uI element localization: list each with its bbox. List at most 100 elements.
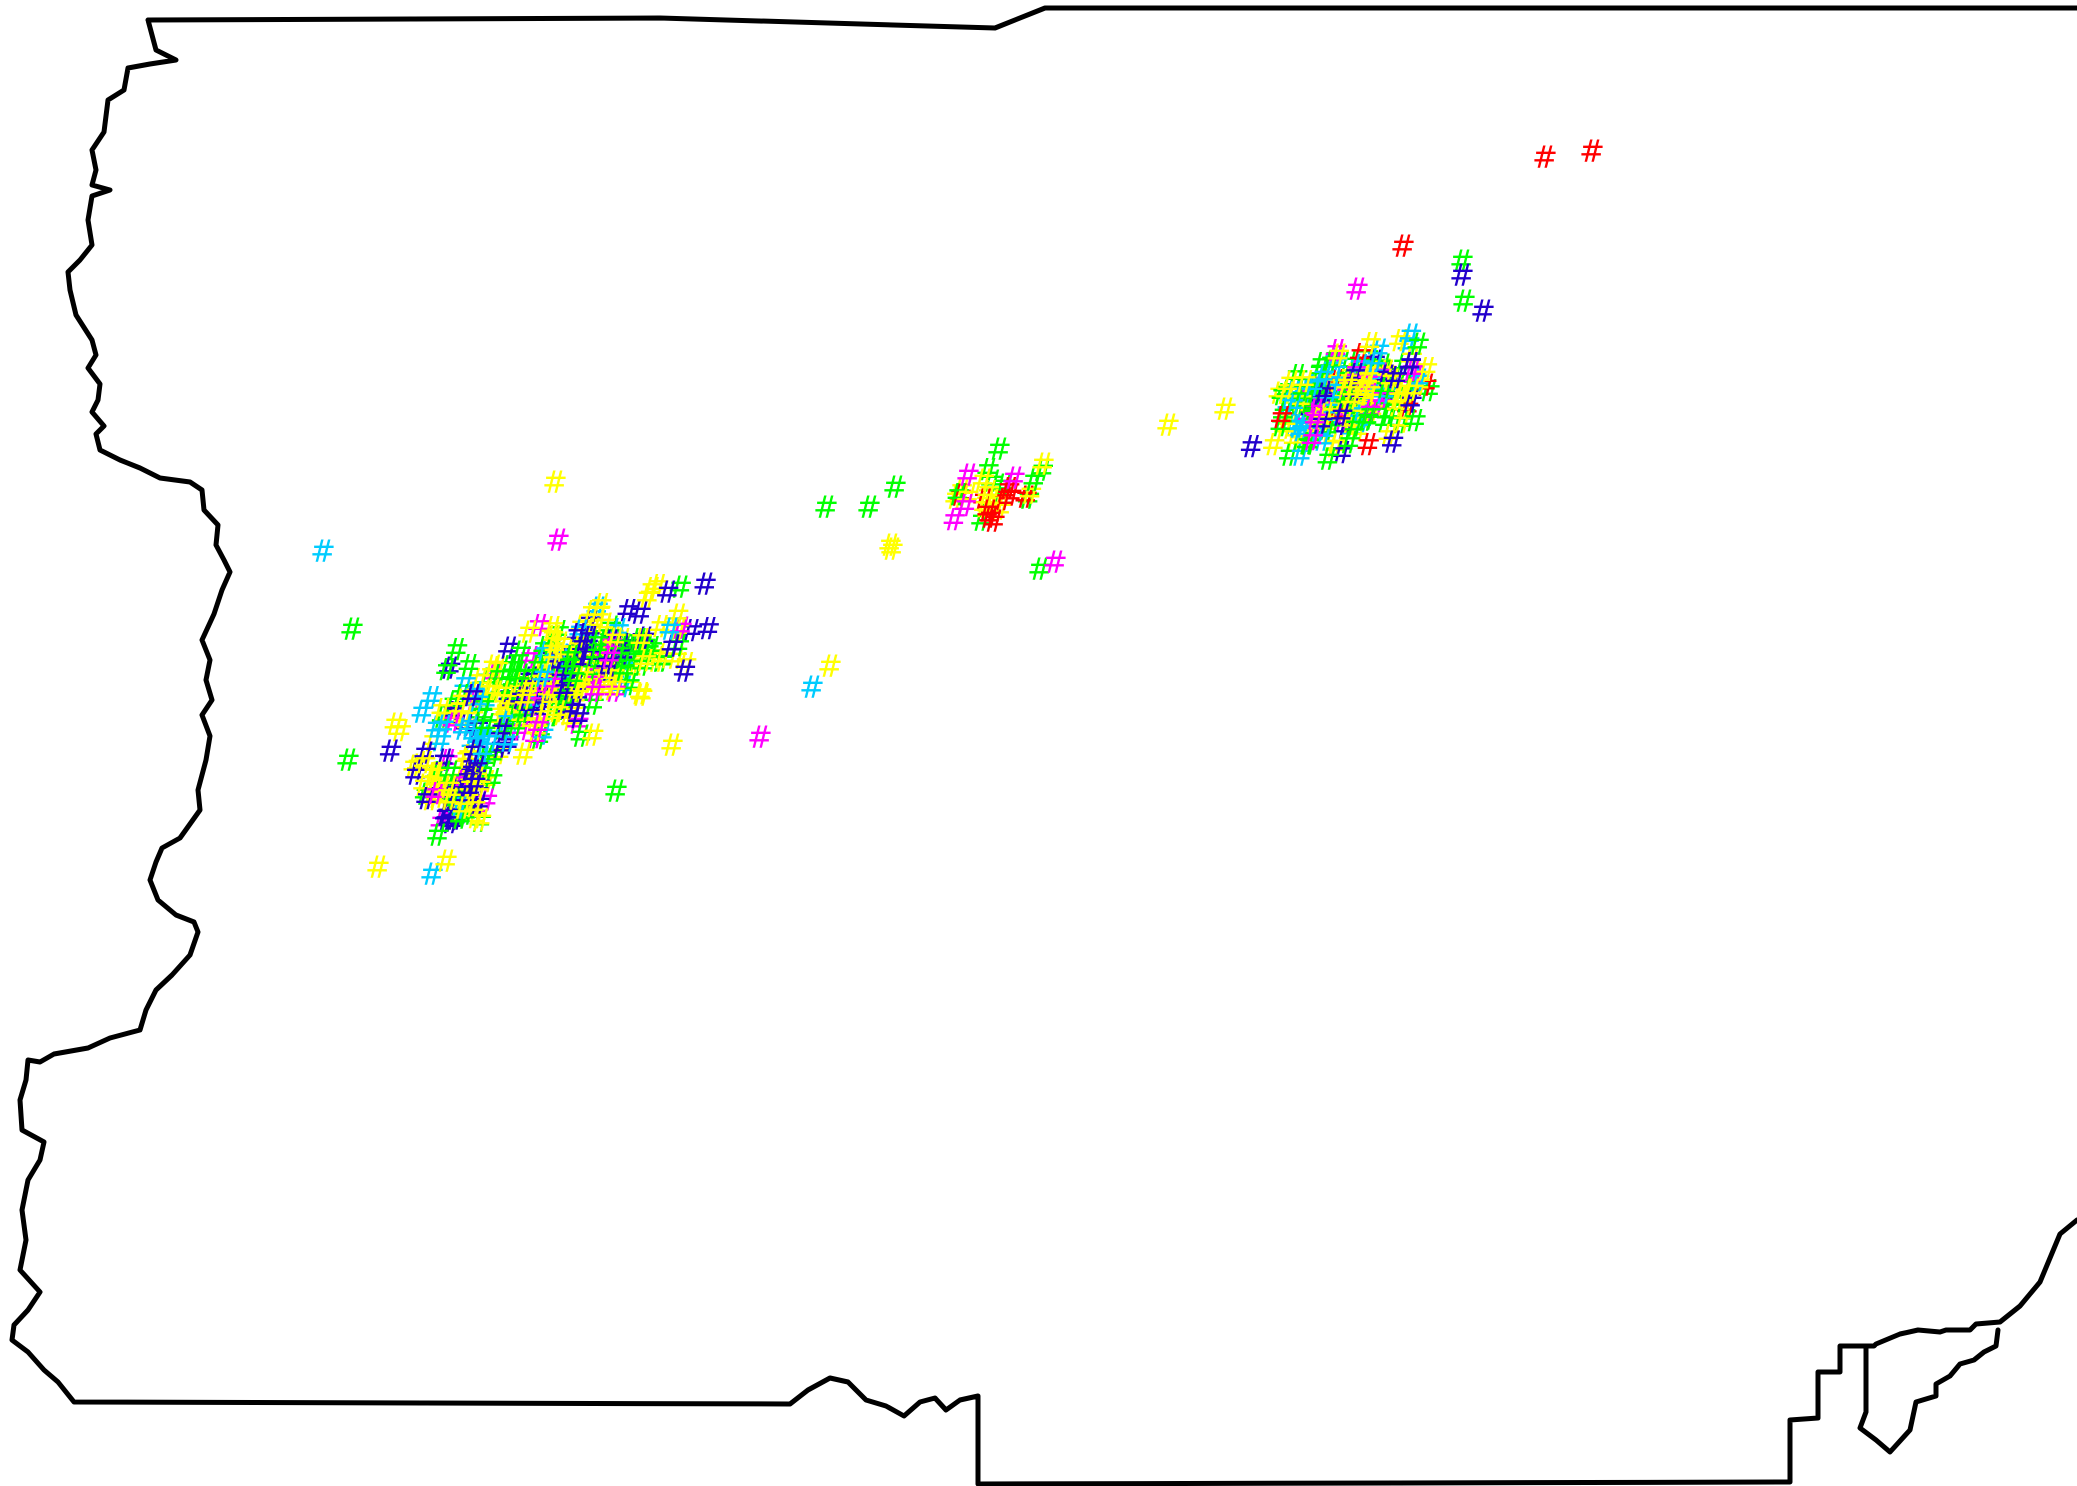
map-marker-green: # <box>448 679 474 715</box>
map-marker-green: # <box>568 719 594 755</box>
map-marker-cyan: # <box>1321 397 1347 433</box>
map-marker-cyan: # <box>1275 387 1301 423</box>
map-marker-yellow: # <box>451 701 477 737</box>
map-marker-cyan: # <box>567 614 593 650</box>
map-marker-green: # <box>448 801 474 837</box>
map-marker-yellow: # <box>955 479 981 515</box>
map-marker-blue: # <box>579 669 605 705</box>
map-marker-yellow: # <box>515 680 541 716</box>
map-marker-magenta: # <box>955 458 981 494</box>
map-marker-blue: # <box>576 636 602 672</box>
map-marker-yellow: # <box>1398 341 1424 377</box>
map-marker-cyan: # <box>584 591 610 627</box>
map-marker-cyan: # <box>1349 405 1375 441</box>
map-marker-yellow: # <box>1314 381 1340 417</box>
map-marker-magenta: # <box>1357 394 1383 430</box>
map-marker-yellow: # <box>663 641 689 677</box>
map-marker-yellow: # <box>476 674 502 710</box>
map-marker-blue: # <box>631 621 657 657</box>
map-marker-magenta: # <box>545 523 571 559</box>
map-marker-yellow: # <box>583 669 609 705</box>
map-marker-yellow: # <box>628 677 654 713</box>
map-marker-yellow: # <box>624 646 650 682</box>
map-marker-cyan: # <box>527 684 553 720</box>
map-marker-blue: # <box>1470 294 1496 330</box>
map-marker-yellow: # <box>1387 323 1413 359</box>
map-marker-yellow: # <box>975 474 1001 510</box>
map-marker-blue: # <box>547 657 573 693</box>
map-marker-green: # <box>556 681 582 717</box>
map-marker-yellow: # <box>420 723 446 759</box>
map-marker-yellow: # <box>490 688 516 724</box>
map-marker-cyan: # <box>472 724 498 760</box>
map-marker-blue: # <box>576 620 602 656</box>
map-marker-green: # <box>945 477 971 513</box>
map-marker-cyan: # <box>419 857 445 893</box>
map-marker-yellow: # <box>540 672 566 708</box>
map-marker-yellow: # <box>645 644 671 680</box>
map-marker-yellow: # <box>609 622 635 658</box>
map-marker-green: # <box>490 712 516 748</box>
map-marker-yellow: # <box>457 759 483 795</box>
map-marker-cyan: # <box>1347 348 1373 384</box>
map-marker-green: # <box>1327 381 1353 417</box>
map-marker-yellow: # <box>448 794 474 830</box>
map-marker-blue: # <box>530 669 556 705</box>
map-marker-green: # <box>1318 345 1344 381</box>
map-marker-yellow: # <box>1370 353 1396 389</box>
map-marker-green: # <box>584 637 610 673</box>
map-marker-blue: # <box>576 638 602 674</box>
map-marker-yellow: # <box>1373 354 1399 390</box>
map-marker-green: # <box>1016 481 1042 517</box>
map-marker-green: # <box>558 639 584 675</box>
map-marker-magenta: # <box>1323 334 1349 370</box>
map-marker-blue: # <box>529 687 555 723</box>
map-marker-green: # <box>550 664 576 700</box>
map-marker-cyan: # <box>424 710 450 746</box>
map-marker-green: # <box>1304 397 1330 433</box>
map-marker-yellow: # <box>436 770 462 806</box>
map-marker-cyan: # <box>451 712 477 748</box>
map-marker-blue: # <box>1333 411 1359 447</box>
map-marker-green: # <box>1269 377 1295 413</box>
map-marker-yellow: # <box>579 666 605 702</box>
map-marker-red: # <box>1323 363 1349 399</box>
map-marker-cyan: # <box>310 534 336 570</box>
map-marker-blue: # <box>434 775 460 811</box>
map-marker-cyan: # <box>1281 388 1307 424</box>
map-marker-blue: # <box>695 612 721 648</box>
map-marker-red: # <box>981 504 1007 540</box>
map-marker-green: # <box>610 628 636 664</box>
map-marker-yellow: # <box>456 788 482 824</box>
map-marker-green: # <box>505 687 531 723</box>
map-marker-blue: # <box>1308 406 1334 442</box>
map-marker-yellow: # <box>1339 382 1365 418</box>
map-marker-blue: # <box>464 750 490 786</box>
map-marker-red: # <box>1395 391 1421 427</box>
map-marker-green: # <box>1286 386 1312 422</box>
map-marker-blue: # <box>495 727 521 763</box>
map-marker-magenta: # <box>1299 423 1325 459</box>
map-marker-cyan: # <box>1322 343 1348 379</box>
map-marker-yellow: # <box>567 671 593 707</box>
map-marker-green: # <box>1274 374 1300 410</box>
map-marker-yellow: # <box>487 737 513 773</box>
map-marker-yellow: # <box>521 705 547 741</box>
map-marker-blue: # <box>452 708 478 744</box>
map-marker-blue: # <box>562 669 588 705</box>
map-marker-green: # <box>550 683 576 719</box>
map-marker-green: # <box>1289 382 1315 418</box>
map-marker-yellow: # <box>1364 376 1390 412</box>
map-marker-green: # <box>508 658 534 694</box>
map-marker-green: # <box>474 662 500 698</box>
map-marker-magenta: # <box>1295 399 1321 435</box>
map-marker-green: # <box>539 698 565 734</box>
map-marker-cyan: # <box>1299 376 1325 412</box>
map-marker-yellow: # <box>579 642 605 678</box>
map-marker-yellow: # <box>611 636 637 672</box>
map-marker-magenta: # <box>509 688 535 724</box>
map-marker-cyan: # <box>1365 353 1391 389</box>
map-marker-blue: # <box>538 633 564 669</box>
map-marker-cyan: # <box>452 665 478 701</box>
map-marker-cyan: # <box>461 676 487 712</box>
